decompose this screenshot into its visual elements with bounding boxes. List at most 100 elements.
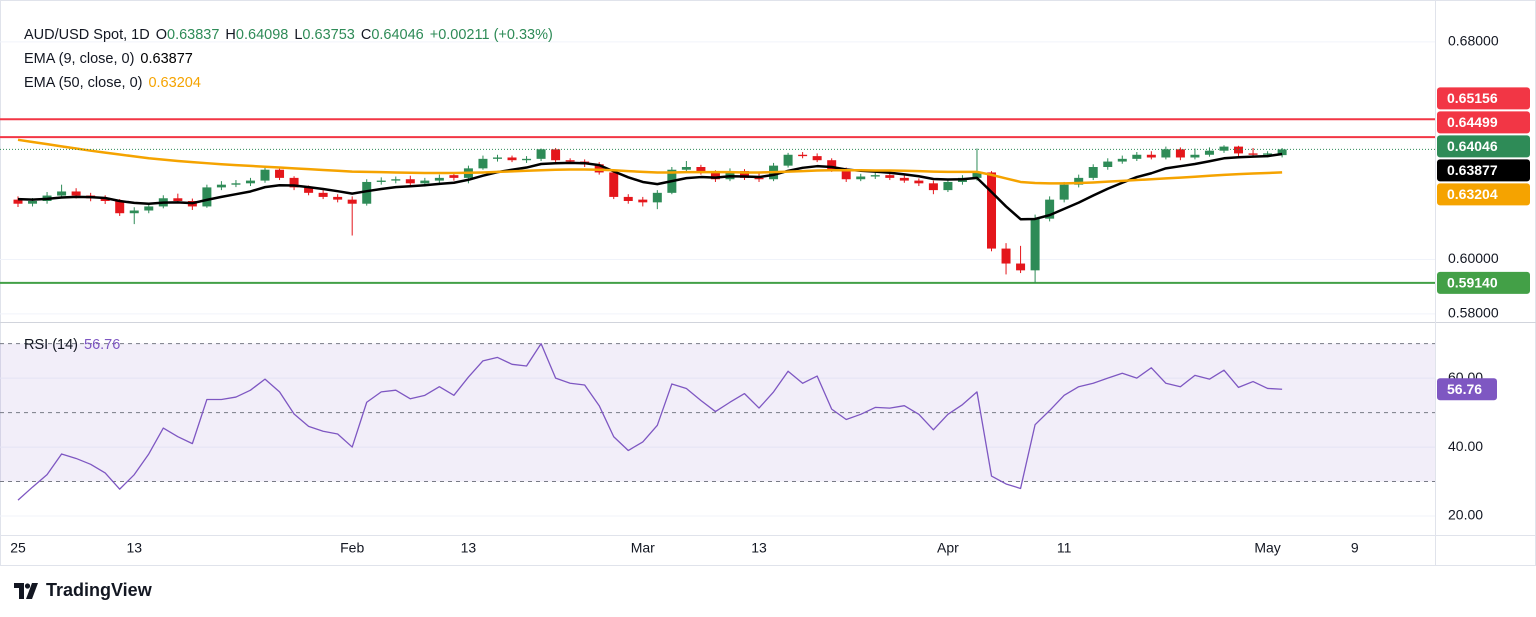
level-label-box	[1437, 111, 1530, 134]
ohlc-item: C0.64046	[361, 27, 424, 43]
ema-line	[17, 138, 1283, 185]
y-tick-label: 0.58000	[1448, 305, 1499, 321]
candle-body	[623, 196, 633, 201]
level-label-box	[1437, 271, 1530, 294]
x-tick-label: 25	[10, 540, 26, 556]
ohlc-label: L	[294, 27, 303, 43]
ema-line	[17, 152, 1283, 221]
candle-body	[434, 177, 444, 181]
ema-price-label: 0.63877	[1447, 162, 1498, 178]
candle-body	[1175, 149, 1185, 158]
candle-body	[405, 179, 415, 184]
ema-price-label-box	[1437, 159, 1530, 182]
ema-price-label-box	[1437, 183, 1530, 206]
candle-body	[1219, 146, 1229, 151]
candle-body	[1277, 149, 1287, 156]
candle-body	[1045, 199, 1055, 219]
x-tick-label: 13	[751, 540, 767, 556]
candle-body	[391, 179, 401, 181]
rsi-value: 56.76	[84, 337, 121, 353]
ohlc-value: 0.64046	[371, 27, 424, 43]
candle-body	[1132, 154, 1142, 159]
ohlc-value: 0.64098	[235, 27, 289, 43]
candle-body	[1204, 150, 1214, 155]
level-label: 0.59140	[1447, 275, 1498, 291]
ema-value: 0.63877	[140, 51, 193, 67]
candle-body	[129, 210, 139, 214]
candle-body	[260, 169, 270, 181]
candle-body	[987, 172, 997, 249]
ohlc-item: L0.63753	[294, 27, 355, 43]
candle-body	[420, 180, 430, 184]
candle-body	[972, 172, 982, 178]
ohlc-label: H	[225, 27, 236, 43]
candle-body	[754, 177, 764, 180]
last-price-label: 0.64046	[1447, 138, 1498, 154]
y-tick-label: 20.00	[1448, 507, 1483, 523]
x-tick-label: 13	[461, 540, 477, 556]
candle-body	[1016, 263, 1026, 271]
symbol-title: AUD/USD Spot, 1D	[24, 27, 150, 43]
candle-body	[275, 169, 285, 178]
candle-body	[812, 156, 822, 161]
ema-price-label: 0.63204	[1447, 186, 1498, 202]
candle-body	[870, 175, 880, 177]
change: +0.00211 (+0.33%)	[429, 27, 553, 43]
candle-body	[1161, 149, 1171, 158]
candle-body	[943, 181, 953, 191]
candle-body	[492, 157, 502, 159]
candle-body	[783, 154, 793, 166]
candle-body	[914, 180, 924, 184]
x-tick-label: Mar	[631, 540, 655, 556]
y-tick-label: 0.60000	[1448, 250, 1499, 266]
rsi-legend: RSI (14) 56.76	[24, 337, 120, 353]
x-tick-label: 13	[126, 540, 142, 556]
x-tick-label: 11	[1057, 540, 1072, 556]
candle-body	[1234, 146, 1244, 154]
ema-name: EMA (9, close, 0)	[24, 51, 135, 67]
candle-body	[28, 200, 38, 204]
candle-body	[740, 171, 749, 178]
level-label: 0.64499	[1447, 114, 1498, 130]
candle-body	[304, 187, 314, 193]
candle-body	[202, 187, 212, 207]
level-label-box	[1437, 87, 1530, 110]
candle-body	[638, 199, 648, 203]
candle-body	[347, 199, 357, 204]
candle-body	[928, 183, 938, 191]
candle-body	[1030, 218, 1040, 271]
candle-body	[827, 160, 837, 170]
x-tick-label: May	[1254, 540, 1280, 556]
candle-body	[899, 177, 909, 181]
candle-body	[507, 157, 517, 161]
candle-body	[798, 154, 808, 157]
ema-name: EMA (50, close, 0)	[24, 75, 143, 91]
candle-body	[1001, 248, 1011, 264]
candle-body	[376, 180, 386, 182]
rsi-price-label-box	[1437, 378, 1497, 401]
candle-body	[594, 164, 604, 173]
candle-body	[478, 158, 488, 169]
candle-body	[231, 183, 241, 185]
candle-body	[1103, 161, 1113, 167]
candle-body	[1248, 153, 1258, 155]
brand: TradingView	[14, 580, 152, 601]
candle-body	[144, 206, 154, 211]
ema-legend: EMA (50, close, 0) 0.63204	[24, 75, 201, 91]
ema-legend: EMA (9, close, 0) 0.63877	[24, 51, 193, 67]
ohlc-label: O	[155, 27, 167, 43]
candle-body	[1146, 154, 1156, 158]
x-tick-label: Feb	[340, 540, 364, 556]
candle-body	[551, 149, 561, 161]
ohlc-value: 0.63753	[302, 27, 355, 43]
y-tick-label: 0.68000	[1448, 33, 1499, 49]
candle-body	[522, 158, 532, 161]
candle-body	[449, 175, 459, 178]
ohlc-item: O0.63837	[156, 27, 220, 43]
level-label: 0.65156	[1447, 90, 1498, 106]
candle-body	[841, 169, 851, 180]
price-pane	[0, 118, 1435, 284]
